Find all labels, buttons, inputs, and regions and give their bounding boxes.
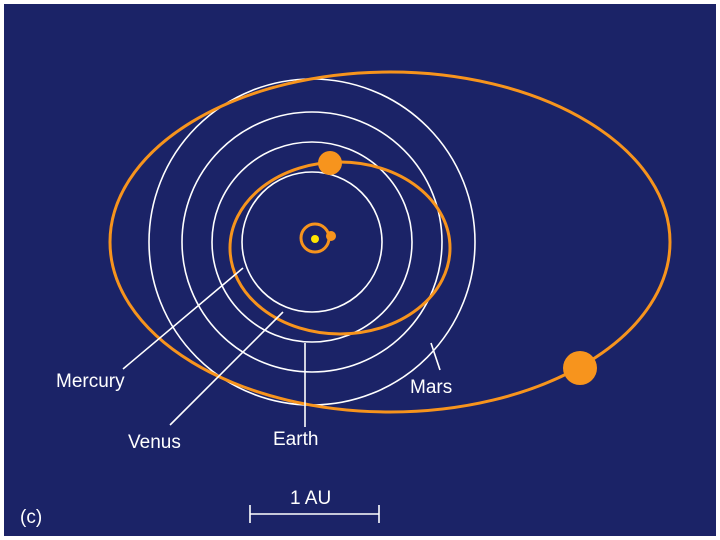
earth-label: Earth (273, 429, 318, 450)
mercury-leader-line (122, 267, 244, 370)
earth-orbit (181, 111, 443, 373)
inner-planet-icon (326, 231, 336, 241)
mars-leader-line (430, 342, 441, 371)
background-panel (4, 4, 716, 536)
sun-icon (311, 235, 319, 243)
mars-planet-icon (563, 351, 597, 385)
venus-orbit (211, 141, 413, 343)
scale-bar-label: 1 AU (290, 488, 331, 509)
venus-label: Venus (128, 432, 181, 453)
panel-label: (c) (20, 507, 42, 528)
planet-on-inner-orbit-icon (318, 151, 342, 175)
scale-bar (249, 505, 380, 523)
mercury-orbit (241, 171, 383, 313)
mercury-label: Mercury (56, 371, 125, 392)
venus-leader-line (169, 311, 284, 426)
mars-label: Mars (410, 377, 452, 398)
mars-orbit (108, 70, 672, 414)
